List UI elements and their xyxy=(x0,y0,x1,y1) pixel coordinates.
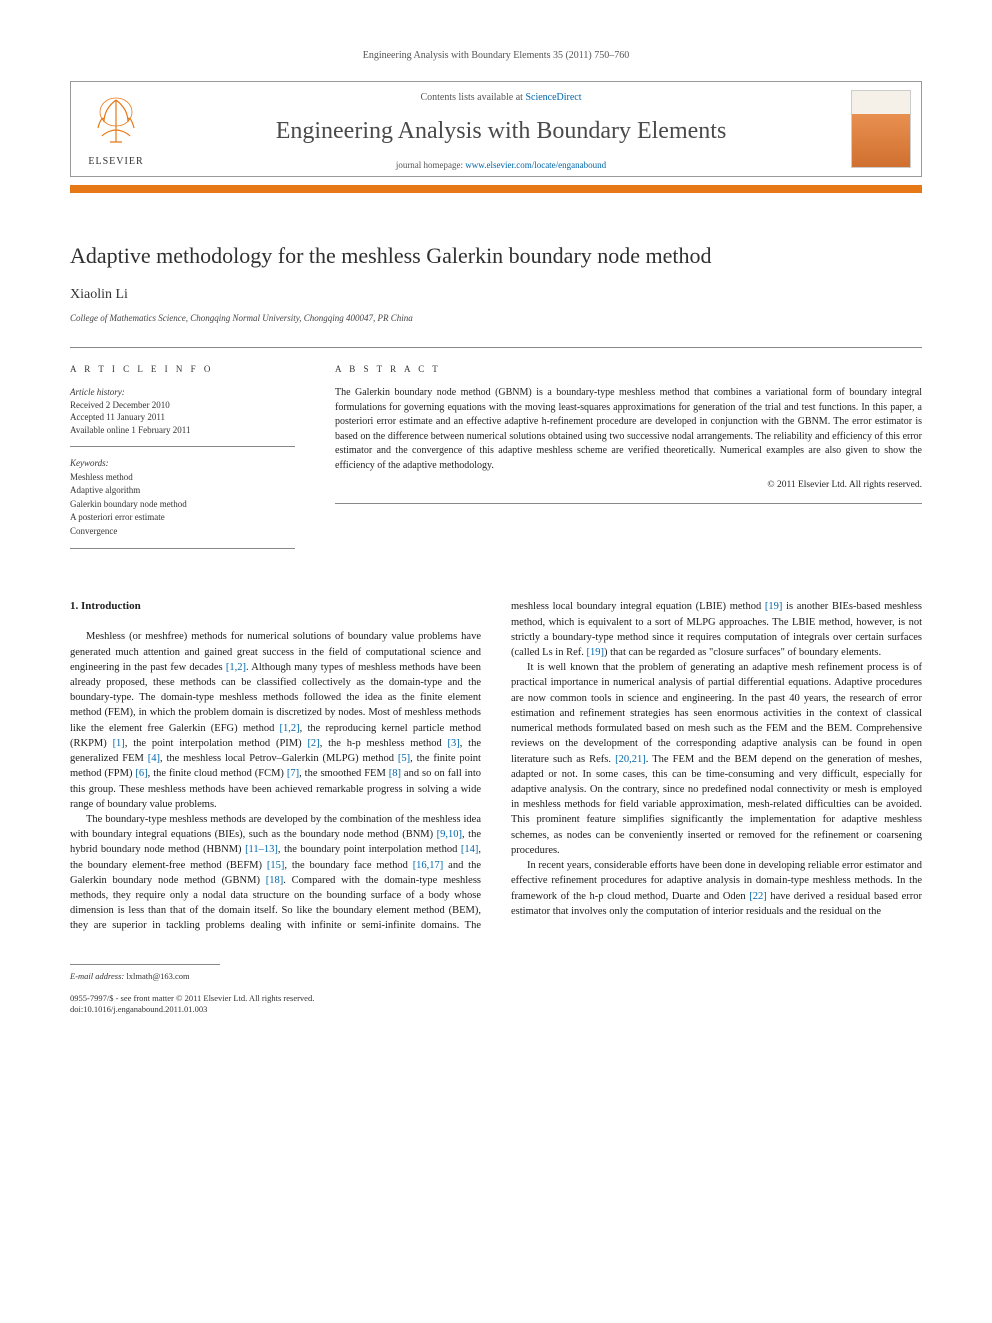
email-address: lxlmath@163.com xyxy=(126,971,189,981)
history-received: Received 2 December 2010 xyxy=(70,400,170,410)
doi-line: doi:10.1016/j.enganabound.2011.01.003 xyxy=(70,1004,207,1014)
citation-link[interactable]: [20,21] xyxy=(615,754,646,765)
body-paragraph: In recent years, considerable efforts ha… xyxy=(511,858,922,919)
journal-cover-icon xyxy=(851,90,911,168)
history-online: Available online 1 February 2011 xyxy=(70,425,190,435)
copyright-line: © 2011 Elsevier Ltd. All rights reserved… xyxy=(335,479,922,493)
footer-block: E-mail address: lxlmath@163.com 0955-799… xyxy=(70,971,922,1017)
citation-link[interactable]: [9,10] xyxy=(437,829,462,840)
homepage-line: journal homepage: www.elsevier.com/locat… xyxy=(165,160,837,170)
issn-line: 0955-7997/$ - see front matter © 2011 El… xyxy=(70,993,314,1003)
citation-link[interactable]: [15] xyxy=(267,860,285,871)
homepage-prefix: journal homepage: xyxy=(396,160,465,170)
text-run: , the boundary face method xyxy=(284,860,412,871)
accent-bar xyxy=(70,185,922,193)
article-info-row: A R T I C L E I N F O Article history: R… xyxy=(70,347,922,549)
journal-name: Engineering Analysis with Boundary Eleme… xyxy=(165,118,837,145)
citation-link[interactable]: [1] xyxy=(113,738,125,749)
contents-prefix: Contents lists available at xyxy=(420,92,525,103)
keywords-heading: Keywords: xyxy=(70,458,109,468)
text-run: , the meshless local Petrov–Galerkin (ML… xyxy=(160,753,398,764)
article-title: Adaptive methodology for the meshless Ga… xyxy=(70,243,922,269)
citation-link[interactable]: [5] xyxy=(398,753,410,764)
abstract-text: The Galerkin boundary node method (GBNM)… xyxy=(335,386,922,504)
citation-link[interactable]: [22] xyxy=(749,891,767,902)
author-affiliation: College of Mathematics Science, Chongqin… xyxy=(70,313,922,323)
abstract-body: The Galerkin boundary node method (GBNM)… xyxy=(335,387,922,471)
cover-thumbnail-cell xyxy=(841,82,921,176)
keyword-item: Meshless method xyxy=(70,472,133,482)
citation-link[interactable]: [6] xyxy=(135,768,147,779)
author-name: Xiaolin Li xyxy=(70,287,922,303)
citation-link[interactable]: [3] xyxy=(448,738,460,749)
publisher-logo-cell: ELSEVIER xyxy=(71,82,161,176)
journal-header: ELSEVIER Contents lists available at Sci… xyxy=(70,81,922,177)
footer-rule xyxy=(70,964,220,965)
body-text: 1. Introduction Meshless (or meshfree) m… xyxy=(70,599,922,933)
text-run: ) that can be regarded as "closure surfa… xyxy=(604,647,881,658)
citation-link[interactable]: [11–13] xyxy=(245,844,278,855)
citation-link[interactable]: [2] xyxy=(307,738,319,749)
sciencedirect-link[interactable]: ScienceDirect xyxy=(525,92,581,103)
publisher-name: ELSEVIER xyxy=(75,156,157,167)
body-paragraph: It is well known that the problem of gen… xyxy=(511,660,922,858)
citation-line: Engineering Analysis with Boundary Eleme… xyxy=(70,50,922,61)
text-run: The boundary-type meshless methods are d… xyxy=(70,814,481,840)
keyword-item: Convergence xyxy=(70,526,117,536)
article-info-left: A R T I C L E I N F O Article history: R… xyxy=(70,348,295,549)
abstract-label: A B S T R A C T xyxy=(335,364,922,374)
text-run: . The FEM and the BEM depend on the gene… xyxy=(511,754,922,856)
text-run: It is well known that the problem of gen… xyxy=(511,662,922,764)
contents-available-line: Contents lists available at ScienceDirec… xyxy=(165,92,837,103)
keywords-block: Keywords: Meshless method Adaptive algor… xyxy=(70,457,295,549)
article-history: Article history: Received 2 December 201… xyxy=(70,386,295,447)
text-run: , the smoothed FEM xyxy=(299,768,389,779)
history-accepted: Accepted 11 January 2011 xyxy=(70,412,165,422)
citation-link[interactable]: [16,17] xyxy=(413,860,444,871)
citation-link[interactable]: [7] xyxy=(287,768,299,779)
keyword-item: A posteriori error estimate xyxy=(70,512,165,522)
homepage-link[interactable]: www.elsevier.com/locate/enganabound xyxy=(465,160,606,170)
citation-link[interactable]: [18] xyxy=(266,875,284,886)
citation-link[interactable]: [19] xyxy=(587,647,605,658)
citation-link[interactable]: [1,2] xyxy=(226,662,246,673)
citation-link[interactable]: [14] xyxy=(461,844,479,855)
citation-link[interactable]: [4] xyxy=(148,753,160,764)
history-heading: Article history: xyxy=(70,387,125,397)
keyword-item: Galerkin boundary node method xyxy=(70,499,187,509)
abstract-column: A B S T R A C T The Galerkin boundary no… xyxy=(335,348,922,549)
keyword-item: Adaptive algorithm xyxy=(70,485,140,495)
header-center: Contents lists available at ScienceDirec… xyxy=(161,82,841,176)
email-label: E-mail address: xyxy=(70,971,124,981)
article-info-label: A R T I C L E I N F O xyxy=(70,364,295,374)
text-run: , the h-p meshless method xyxy=(320,738,448,749)
citation-link[interactable]: [8] xyxy=(389,768,401,779)
body-paragraph: Meshless (or meshfree) methods for numer… xyxy=(70,629,481,812)
citation-link[interactable]: [1,2] xyxy=(280,723,300,734)
text-run: , the boundary point interpolation metho… xyxy=(278,844,461,855)
text-run: , the point interpolation method (PIM) xyxy=(125,738,308,749)
text-run: , the finite cloud method (FCM) xyxy=(148,768,287,779)
citation-link[interactable]: [19] xyxy=(765,601,783,612)
elsevier-tree-icon xyxy=(86,92,146,152)
section-heading-intro: 1. Introduction xyxy=(70,599,481,615)
